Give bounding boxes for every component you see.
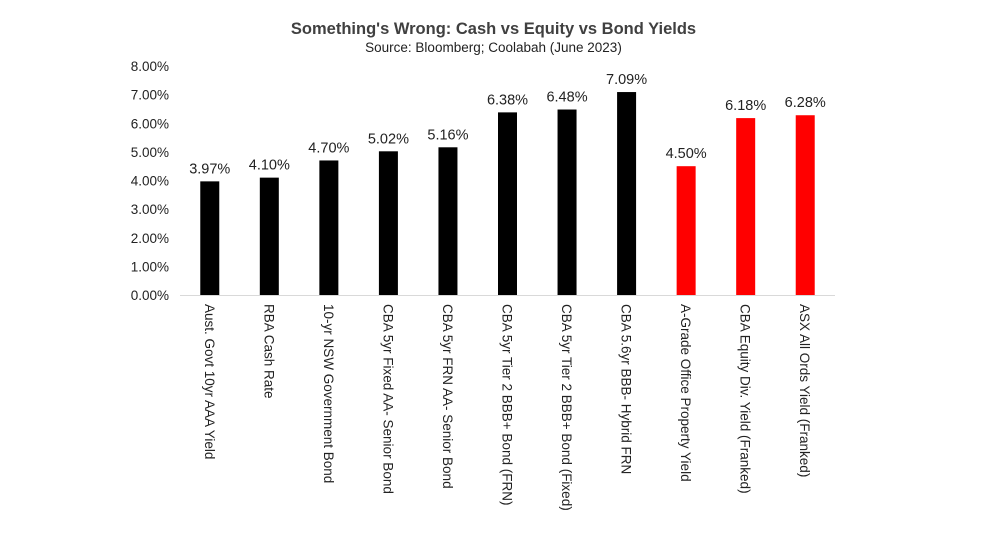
data-label: 7.09% <box>606 72 647 88</box>
data-label: 6.48% <box>546 90 587 106</box>
bar <box>319 160 339 295</box>
category-label: CBA Equity Div. Yield (Franked) <box>738 304 753 494</box>
y-tick-label: 7.00% <box>131 88 169 103</box>
data-label: 3.97% <box>189 161 230 177</box>
category-label: Aust. Govt 10yr AAA Yield <box>202 304 217 459</box>
bar <box>795 115 815 295</box>
y-tick-label: 2.00% <box>131 231 169 246</box>
data-label: 6.18% <box>725 98 766 114</box>
bar <box>557 109 577 295</box>
category-label: RBA Cash Rate <box>261 304 276 399</box>
y-tick-label: 4.00% <box>131 174 169 189</box>
data-label: 5.02% <box>368 131 409 147</box>
bar <box>438 147 458 295</box>
data-label: 4.10% <box>249 158 290 174</box>
category-label: CBA 5yr Tier 2 BBB+ Bond (Fixed) <box>559 304 574 511</box>
data-label: 4.50% <box>666 146 707 162</box>
category-label: CBA 5yr FRN AA- Senior Bond <box>440 304 455 489</box>
data-label: 6.38% <box>487 92 528 108</box>
y-tick-label: 5.00% <box>131 145 169 160</box>
category-label: ASX All Ords Yield (Franked) <box>797 304 812 477</box>
data-label: 5.16% <box>427 127 468 143</box>
chart-subtitle: Source: Bloomberg; Coolabah (June 2023) <box>365 40 622 55</box>
category-label: CBA 5yr Fixed AA- Senior Bond <box>380 304 395 494</box>
y-tick-label: 3.00% <box>131 202 169 217</box>
y-tick-label: 6.00% <box>131 116 169 131</box>
y-tick-label: 0.00% <box>131 288 169 303</box>
category-label: CBA 5yr Tier 2 BBB+ Bond (FRN) <box>500 304 515 505</box>
chart-title: Something's Wrong: Cash vs Equity vs Bon… <box>290 20 697 38</box>
data-label: 4.70% <box>308 140 349 156</box>
data-label: 6.28% <box>785 95 826 111</box>
y-tick-label: 8.00% <box>131 59 169 74</box>
category-label: A-Grade Office Property Yield <box>678 304 693 482</box>
bar <box>676 166 696 295</box>
category-label: 10-yr NSW Government Bond <box>321 304 336 483</box>
bar <box>736 118 756 295</box>
bar <box>259 177 279 295</box>
bar <box>617 92 637 295</box>
bar <box>378 151 398 295</box>
bar <box>200 181 220 295</box>
category-label: CBA 5.6yr BBB- Hybrid FRN <box>619 304 634 474</box>
y-tick-label: 1.00% <box>131 259 169 274</box>
bar <box>498 112 517 295</box>
